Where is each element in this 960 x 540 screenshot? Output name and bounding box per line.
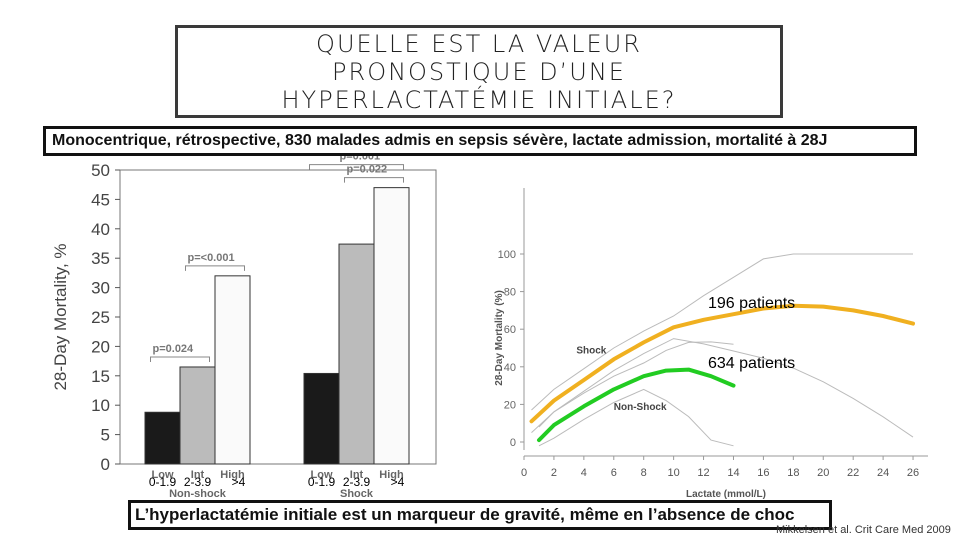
category-label: Int (191, 469, 205, 481)
y-tick-label: 0 (101, 455, 110, 474)
lactate-range-label: 0-1.9 (149, 475, 177, 489)
x-tick-label: 4 (581, 467, 587, 479)
bar (338, 243, 375, 465)
x-tick-label: 16 (757, 467, 769, 479)
y-tick-label: 20 (91, 337, 110, 356)
slide-title: QUELLE EST LA VALEUR PRONOSTIQUE D’UNE H… (282, 30, 677, 114)
series-label: Non-Shock (614, 402, 667, 413)
y-axis-label: 28-Day Mortality, % (51, 243, 70, 390)
bar (373, 187, 410, 465)
significance-bracket (185, 265, 245, 271)
x-tick-label: 2 (551, 467, 557, 479)
bar-chart: 0 5 10 15 20 25 30 35 40 45 50 28-Day Mortality, % L… (51, 151, 437, 500)
x-tick-label: 0 (521, 467, 527, 479)
significance-bracket (309, 164, 404, 170)
y-tick-label: 80 (504, 287, 516, 299)
x-axis-label: Lactate (mmol/L) (686, 489, 766, 500)
bar (303, 372, 340, 465)
y-tick-label: 0 (510, 437, 516, 449)
category-label: High (220, 469, 245, 481)
y-tick-label: 10 (91, 396, 110, 415)
title-box: QUELLE EST LA VALEUR PRONOSTIQUE D’UNE H… (175, 25, 783, 118)
nonshock-ci-lower (538, 388, 734, 447)
significance-bracket (150, 356, 210, 362)
y-tick-label: 40 (91, 220, 110, 239)
y-tick-label: 5 (101, 426, 110, 445)
x-tick-label: 12 (697, 467, 709, 479)
category-label: Low (152, 469, 174, 481)
x-tick-label: 24 (877, 467, 889, 479)
x-tick-label: 6 (611, 467, 617, 479)
y-tick-label: 50 (91, 161, 110, 180)
series-line (529, 303, 915, 424)
y-tick-label: 60 (504, 324, 516, 336)
bar (179, 366, 216, 465)
nonshock-ci-upper (538, 341, 734, 428)
y-tick-label: 45 (91, 190, 110, 209)
shock-ci-lower (531, 338, 914, 438)
shock-ci-upper (531, 253, 913, 411)
x-tick-label: 26 (907, 467, 919, 479)
series-line (537, 367, 736, 443)
y-tick-label: 20 (504, 399, 516, 411)
p-value-label: p=<0.001 (188, 252, 235, 264)
citation: Mikkelsen et al. Crit Care Med 2009 (776, 524, 951, 536)
y-axis-label: 28-Day Mortality (%) (494, 290, 505, 386)
title-line: PRONOSTIQUE D’UNE (332, 57, 626, 86)
lactate-range-label: 2-3.9 (343, 475, 371, 489)
patient-count-label: 196 patients (708, 295, 795, 312)
x-tick-label: 8 (641, 467, 647, 479)
lactate-range-label: >4 (232, 475, 246, 489)
bar (144, 411, 181, 465)
y-tick-label: 15 (91, 367, 110, 386)
conclusion-text: L’hyperlactatémie initiale est un marque… (128, 500, 832, 530)
x-tick-label: 10 (668, 467, 680, 479)
x-tick-label: 14 (727, 467, 739, 479)
lactate-range-label: 0-1.9 (308, 475, 336, 489)
title-line: HYPERLACTATÉMIE INITIALE? (281, 85, 677, 114)
x-tick-label: 18 (787, 467, 799, 479)
p-value-label: p=0.024 (153, 343, 195, 355)
y-tick-label: 25 (91, 308, 110, 327)
category-label: Low (311, 469, 333, 481)
title-line: QUELLE EST LA VALEUR (316, 29, 642, 58)
group-label: Shock (340, 488, 374, 500)
x-tick-label: 22 (847, 467, 859, 479)
y-tick-label: 30 (91, 279, 110, 298)
study-description: Monocentrique, rétrospective, 830 malade… (43, 126, 917, 156)
x-tick-label: 20 (817, 467, 829, 479)
lactate-range-label: 2-3.9 (184, 475, 212, 489)
bar (214, 275, 251, 465)
patient-count-label: 634 patients (708, 355, 795, 372)
group-label: Non-shock (169, 488, 227, 500)
series-label: Shock (576, 346, 606, 357)
lactate-range-label: >4 (391, 475, 405, 489)
p-value-label: p=0.022 (347, 164, 388, 176)
y-tick-label: 35 (91, 249, 110, 268)
category-label: High (379, 469, 404, 481)
y-tick-label: 100 (498, 249, 516, 261)
category-label: Int (350, 469, 364, 481)
y-tick-label: 40 (504, 362, 516, 374)
significance-bracket (344, 177, 404, 183)
